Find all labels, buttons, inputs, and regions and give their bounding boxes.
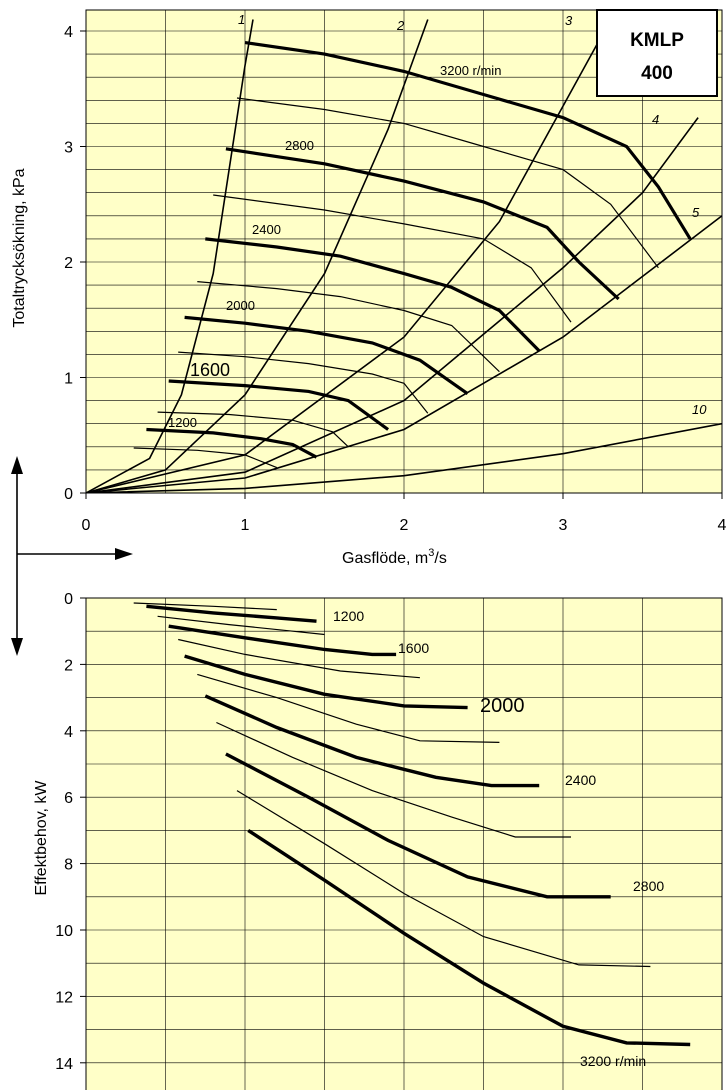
system-line-label: 5	[692, 205, 700, 220]
power-speed-curve	[204, 694, 540, 788]
y-tick-label: 2	[64, 657, 73, 674]
model-badge-box	[596, 9, 718, 97]
model-badge: KMLP 400	[596, 9, 718, 97]
pressure-speed-curve	[157, 411, 349, 448]
system-line-label: 4	[652, 112, 659, 127]
x-tick-label: 1	[241, 517, 250, 534]
model-badge-line-2: 400	[641, 63, 673, 84]
power-speed-curve	[247, 828, 691, 1047]
power-speed-curve	[146, 604, 317, 623]
pressure-speed-label: 3200 r/min	[440, 63, 501, 78]
up-arrow-head	[11, 456, 23, 474]
flow-x-axis-label-sup: 3	[428, 547, 434, 559]
pressure-speed-label: 1200	[168, 415, 197, 430]
y-tick-label: 3	[64, 140, 73, 157]
x-tick-label: 4	[718, 517, 727, 534]
pressure-speed-label: 2000	[226, 298, 255, 313]
pressure-speed-label: 2400	[252, 222, 281, 237]
x-tick-label: 3	[559, 517, 568, 534]
pressure-speed-curve	[146, 427, 318, 459]
pressure-speed-curve	[205, 237, 541, 353]
pressure-speed-curve	[244, 41, 692, 240]
pressure-speed-curve	[178, 351, 429, 414]
system-line-label: 3	[565, 13, 573, 28]
pressure-speed-curve	[236, 97, 659, 269]
y-tick-label: 12	[55, 989, 73, 1006]
power-speed-label: 3200 r/min	[580, 1053, 646, 1069]
pressure-speed-curve	[197, 281, 500, 373]
right-arrow-head	[115, 548, 133, 560]
pressure-speed-curve	[213, 194, 572, 323]
y-tick-label: 14	[55, 1056, 73, 1073]
system-line-10	[86, 422, 722, 493]
power-speed-curve	[184, 654, 468, 710]
pressure-speed-label: 1600	[190, 360, 230, 380]
power-speed-curve	[157, 615, 325, 636]
power-speed-curve	[197, 673, 500, 743]
pressure-curves	[86, 19, 722, 493]
power-chart: 0 2 4 6 8 10 12 14 1200 1600 2000 2400 2800 3200 r/mi…	[55, 591, 723, 1090]
x-tick-label: 0	[82, 517, 91, 534]
power-speed-label: 2000	[480, 695, 525, 717]
y-tick-label: 6	[64, 790, 73, 807]
pressure-y-axis-label: Totaltrycksökning, kPa	[11, 168, 28, 327]
power-y-axis-label: Effektbehov, kW	[33, 780, 50, 896]
flow-x-axis-label-tail: /s	[434, 550, 446, 567]
power-speed-curve	[236, 790, 651, 968]
system-line-3	[86, 19, 612, 493]
flow-x-axis-label-main: Gasflöde, m	[342, 550, 428, 567]
power-speed-curve	[168, 624, 397, 657]
power-speed-curve	[216, 721, 571, 838]
power-speed-label: 2400	[565, 772, 596, 788]
power-plot-frame	[85, 597, 723, 1090]
pressure-speed-curve	[168, 379, 390, 431]
y-tick-label: 4	[64, 724, 73, 741]
power-grid	[86, 598, 722, 1090]
y-tick-label: 2	[64, 255, 73, 272]
power-speed-curve	[225, 752, 611, 899]
y-tick-label: 0	[64, 591, 73, 608]
system-line-label: 10	[692, 402, 707, 417]
pressure-speed-label: 2800	[285, 138, 314, 153]
pressure-speed-curve	[225, 147, 620, 301]
x-tick-label: 2	[400, 517, 409, 534]
power-speed-curve	[133, 602, 277, 611]
y-tick-label: 10	[55, 923, 73, 940]
pressure-speed-curve	[184, 315, 469, 396]
system-line-1	[86, 19, 254, 493]
flow-x-axis-label: Gasflöde, m3/s	[342, 547, 447, 567]
axis-direction-arrows	[11, 456, 133, 656]
system-line-label: 2	[396, 18, 405, 33]
power-speed-curve	[178, 638, 420, 679]
y-tick-label: 0	[64, 486, 73, 503]
power-speed-label: 1200	[333, 608, 364, 624]
y-tick-label: 1	[64, 371, 73, 388]
y-tick-label: 4	[64, 24, 73, 41]
pressure-speed-curve	[133, 447, 278, 469]
y-tick-label: 8	[64, 857, 73, 874]
power-curves	[133, 602, 691, 1047]
system-line-2	[86, 19, 429, 493]
power-speed-label: 1600	[398, 640, 429, 656]
model-badge-line-1: KMLP	[630, 30, 684, 51]
power-speed-label: 2800	[633, 878, 664, 894]
system-line-label: 1	[238, 12, 245, 27]
down-arrow-head	[11, 638, 23, 656]
